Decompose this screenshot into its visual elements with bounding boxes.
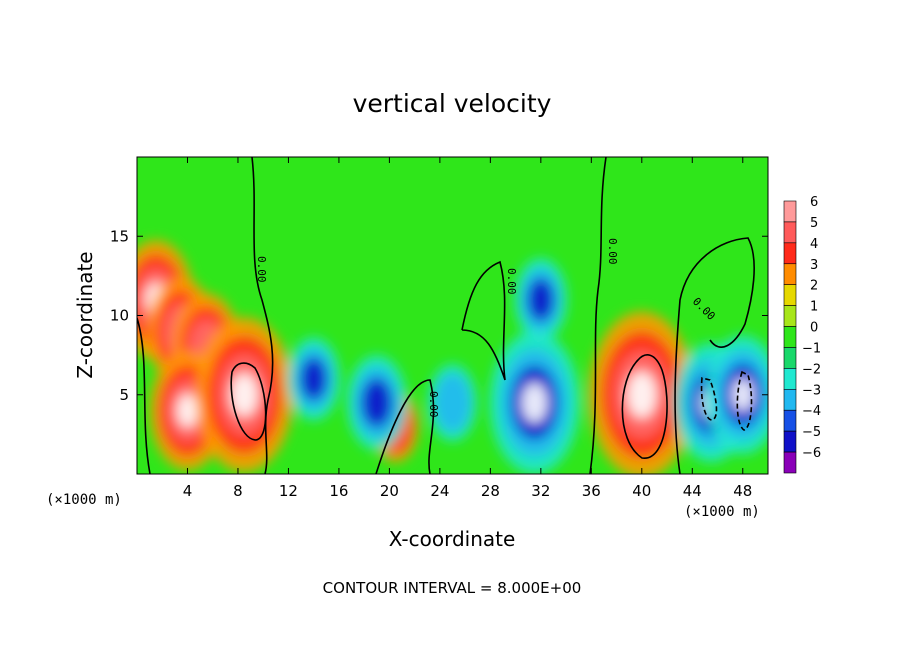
x-tick-label: 24	[430, 482, 449, 500]
x-unit-label: (×1000 m)	[46, 492, 122, 508]
colorbar-swatch	[783, 200, 797, 223]
contour-label: 0.00	[427, 391, 440, 418]
colorbar-label: 1	[810, 300, 818, 315]
colorbar-label: −2	[802, 362, 821, 377]
chart-title: vertical velocity	[353, 89, 552, 118]
y-tick-label: 15	[110, 227, 129, 245]
updraft-core-40km	[621, 354, 668, 459]
colorbar-label: −3	[802, 383, 821, 398]
x-tick-label: 28	[481, 482, 500, 500]
x-tick-label: 16	[329, 482, 348, 500]
downdraft-blob	[521, 382, 548, 423]
downdraft-blob	[434, 373, 471, 433]
colorbar-label: −1	[802, 341, 821, 356]
zero-contour-left	[137, 317, 151, 474]
colorbar-swatch	[783, 242, 797, 265]
field-blobs	[137, 240, 768, 474]
x-tick-label: 36	[582, 482, 601, 500]
colorbar-label: 6	[810, 195, 818, 210]
colorbar-swatch	[783, 347, 797, 369]
contour-interval-note: CONTOUR INTERVAL = 8.000E+00	[323, 579, 582, 597]
colorbar-swatch	[783, 326, 797, 348]
colorbar-swatch	[783, 305, 797, 327]
colorbar-swatch	[783, 284, 797, 306]
x-tick-label: 40	[632, 482, 651, 500]
updraft-blob	[177, 393, 198, 428]
colorbar-swatch	[783, 221, 797, 244]
plot-area: 0.00 0.00 0.00 0.00 0.00	[137, 157, 768, 474]
colorbar-label: 4	[810, 237, 818, 252]
updraft-core-8km	[230, 362, 267, 441]
x-tick-label: 20	[380, 482, 399, 500]
colorbar-swatch	[783, 368, 797, 390]
x-tick-label: 8	[233, 482, 243, 500]
colorbar-swatch	[783, 451, 797, 474]
contour-lines	[137, 157, 755, 474]
contour-label: 0.00	[606, 238, 619, 265]
colorbar-label: −6	[802, 446, 821, 461]
colorbar-label: 3	[810, 258, 818, 273]
downdraft-blob	[732, 378, 754, 412]
x-tick-label: 12	[279, 482, 298, 500]
zero-contour-9km	[251, 157, 274, 474]
downdraft-blob	[300, 357, 328, 401]
colorbar-label: −4	[802, 404, 821, 419]
downdraft-blob	[527, 278, 555, 322]
x-tick-label: 4	[183, 482, 193, 500]
y-axis-label: Z-coordinate	[73, 251, 97, 378]
colorbar-swatch	[783, 263, 797, 285]
x-tick-label: 32	[531, 482, 550, 500]
x-tick-label: 48	[733, 482, 752, 500]
x-axis-label: X-coordinate	[389, 527, 516, 551]
colorbar-swatch	[783, 389, 797, 411]
downdraft-core-45km	[700, 376, 718, 421]
y-tick-label: 10	[110, 307, 129, 325]
downdraft-blob	[361, 377, 393, 428]
y-tick-label: 5	[119, 386, 129, 404]
colorbar-label: 2	[810, 279, 818, 294]
zero-contour-23km	[375, 379, 435, 474]
zero-contour-44km	[674, 237, 755, 474]
colorbar-label: 0	[810, 321, 818, 336]
colorbar-label: −5	[802, 425, 821, 440]
colorbar-label: 5	[810, 216, 818, 231]
downdraft-core-48km	[736, 370, 753, 431]
x-ticks: 4 8 12 16 20 24 28 32 36 40 44 48	[183, 157, 752, 500]
y-ticks: 5 10 15	[110, 227, 768, 404]
contour-label: 0.00	[255, 256, 268, 283]
x-tick-label: 44	[683, 482, 702, 500]
updraft-blob	[230, 373, 258, 417]
colorbar: 6 5 4 3 2 1 0 −1 −2 −3 −4 −5 −6	[783, 195, 821, 474]
colorbar-swatch	[783, 430, 797, 453]
colorbar-swatch	[783, 409, 797, 432]
updraft-blob	[627, 371, 657, 419]
contour-label: 0.00	[505, 268, 518, 295]
zero-contour-37km	[589, 157, 607, 474]
y-unit-label: (×1000 m)	[684, 504, 760, 520]
zero-contour-29km	[461, 260, 506, 381]
